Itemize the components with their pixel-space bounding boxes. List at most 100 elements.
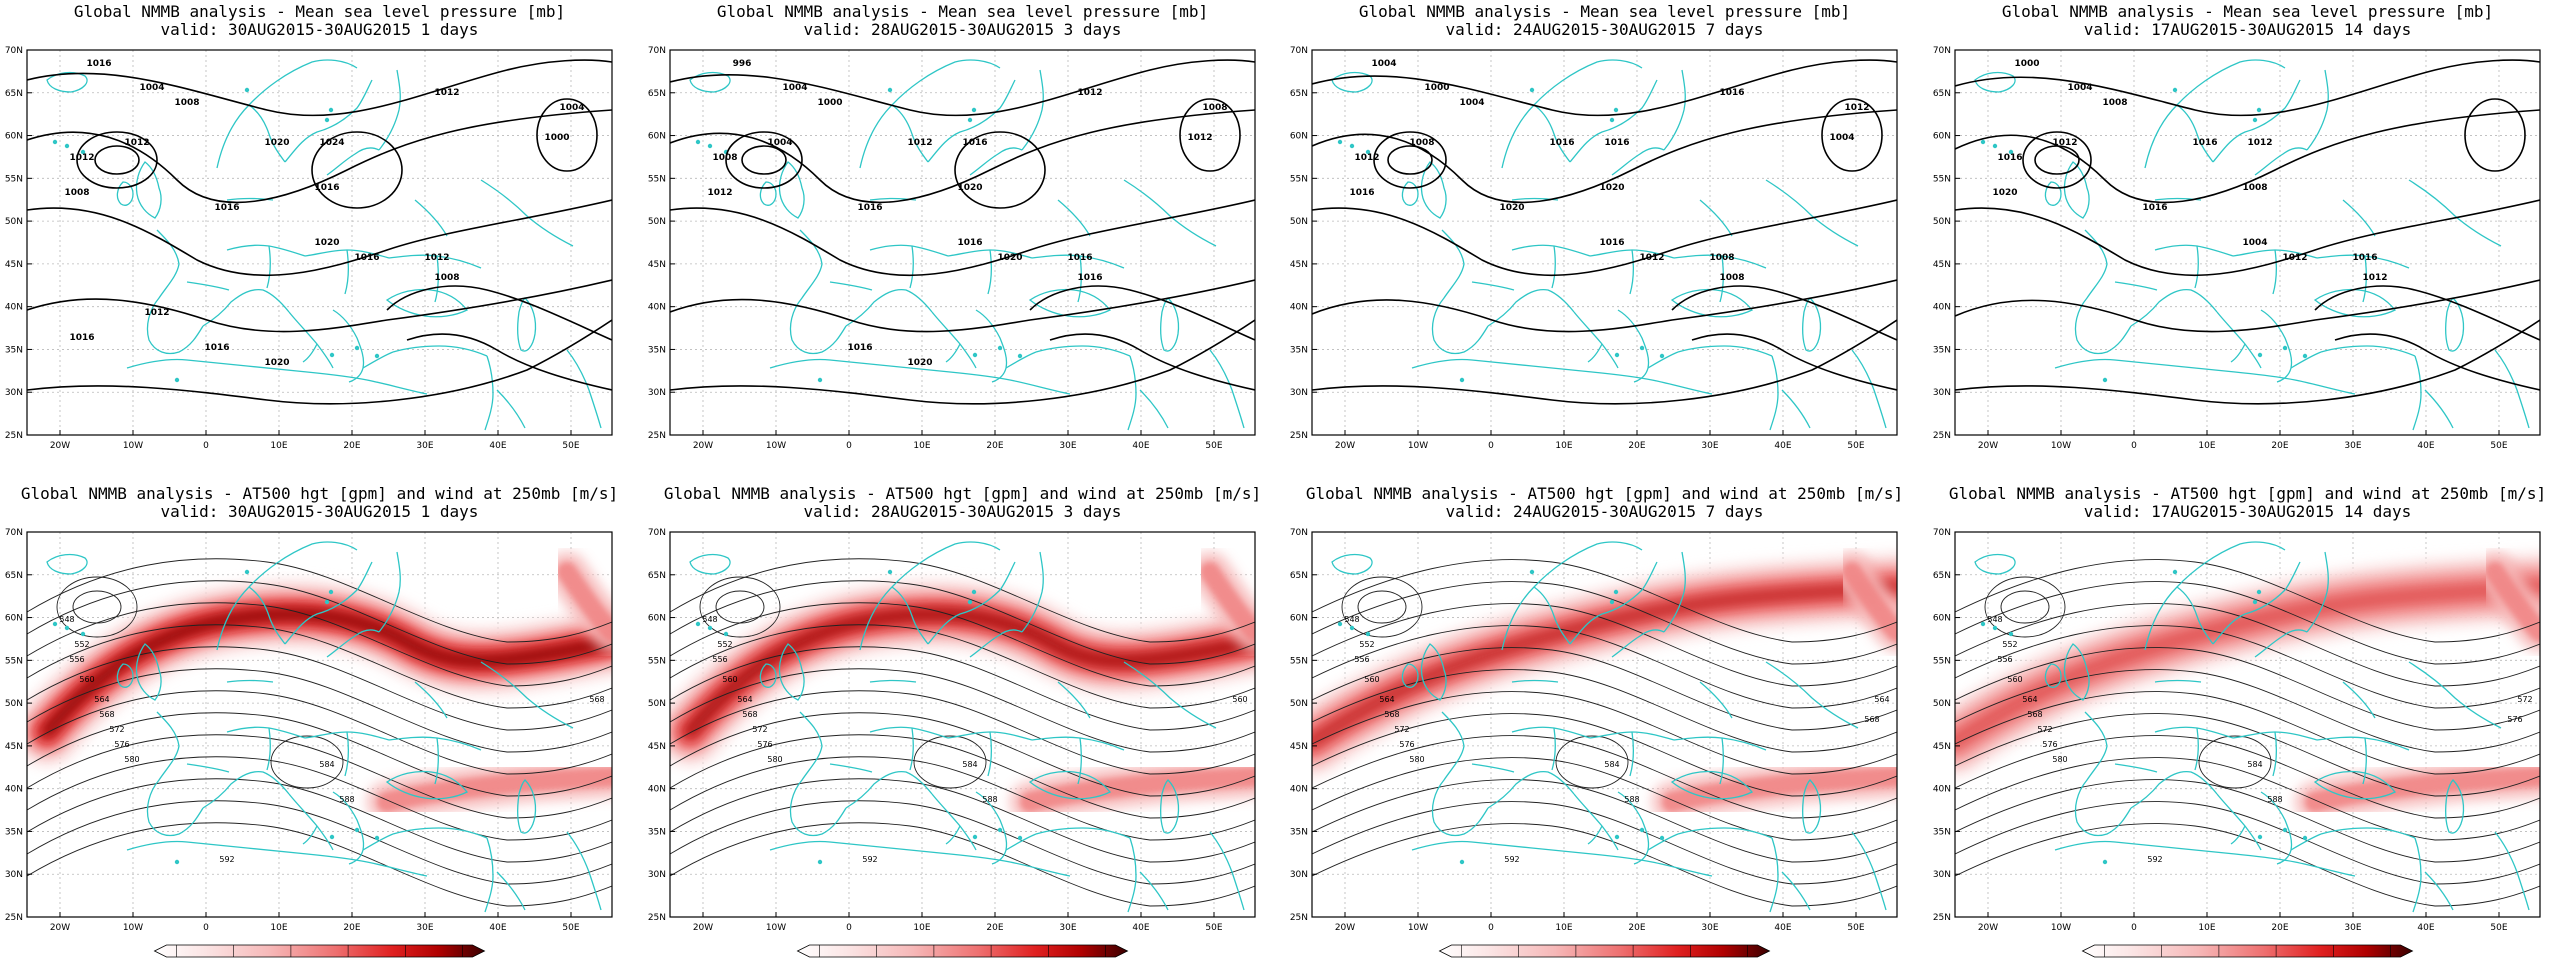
lat-tick-label: 45N: [1933, 742, 1951, 752]
lat-tick-label: 45N: [1933, 260, 1951, 270]
contour-label: 548: [59, 615, 74, 624]
lat-tick-label: 25N: [1290, 431, 1308, 441]
lat-tick-label: 60N: [1290, 614, 1308, 624]
contour-label: 1012: [1844, 103, 1869, 113]
lat-tick-label: 70N: [5, 528, 23, 538]
panel-subtitle: valid: 24AUG2015-30AUG2015 7 days: [1446, 502, 1764, 521]
contour-label: 592: [219, 855, 234, 864]
lon-tick-label: 0: [203, 441, 209, 451]
gridlines: [1312, 50, 1897, 435]
colorbar: 303540455060: [1438, 944, 1771, 958]
lat-tick-label: 35N: [648, 827, 666, 837]
lon-tick-label: 0: [846, 923, 852, 933]
contour-label: 1016: [69, 333, 94, 343]
panel-subtitle: valid: 24AUG2015-30AUG2015 7 days: [1446, 20, 1764, 39]
map-frame: [1311, 49, 1898, 436]
lat-tick-label: 60N: [1290, 132, 1308, 142]
low-center-contour: [1984, 576, 2066, 638]
contour-label: 1020: [997, 253, 1022, 263]
jet-stream-shading: [1955, 552, 2540, 822]
lat-tick-label: 30N: [648, 388, 666, 398]
lat-tick-label: 35N: [1290, 345, 1308, 355]
contour-label: 1008: [712, 153, 737, 163]
contour-label: 1016: [2192, 138, 2217, 148]
contour-label: 560: [722, 675, 737, 684]
isobars: [27, 59, 612, 405]
lon-tick-label: 30E: [416, 441, 433, 451]
low-contour: [1387, 145, 1433, 175]
lat-tick-label: 50N: [1933, 217, 1951, 227]
lat-tick-label: 30N: [5, 388, 23, 398]
lon-tick-label: 50E: [2490, 923, 2507, 933]
lat-tick-label: 65N: [1933, 89, 1951, 99]
contour: [2464, 98, 2526, 172]
panel-subtitle: valid: 17AUG2015-30AUG2015 14 days: [2084, 20, 2412, 39]
z500-jet-map-panel: Global NMMB analysis - AT500 hgt [gpm] a…: [1933, 484, 2546, 958]
lon-tick-label: 10W: [123, 441, 143, 451]
lat-tick-label: 60N: [648, 614, 666, 624]
contour-label: 1012: [144, 308, 169, 318]
lon-tick-label: 10W: [766, 441, 786, 451]
z500-jet-map-panel: Global NMMB analysis - AT500 hgt [gpm] a…: [648, 484, 1261, 958]
contour-label: 580: [767, 755, 782, 764]
lat-tick-label: 40N: [5, 785, 23, 795]
map-frame: [669, 531, 1256, 918]
lon-tick-label: 20W: [1978, 441, 1998, 451]
lat-tick-label: 70N: [1933, 46, 1951, 56]
contour-labels: 1000 1004 1008 1012 1016 1020 1016 1016 1012 1008…: [1992, 59, 2387, 283]
lon-tick-label: 20E: [1628, 923, 1645, 933]
mslp-map-panel: Global NMMB analysis - Mean sea level pr…: [1933, 2, 2541, 451]
contour-label: 1004: [2242, 238, 2267, 248]
contour-label: 572: [2517, 695, 2532, 704]
panel-title: Global NMMB analysis - Mean sea level pr…: [717, 2, 1208, 21]
coastlines: [689, 59, 1245, 431]
contour-label: 1000: [2014, 59, 2039, 69]
lat-tick-label: 35N: [5, 345, 23, 355]
contour-label: 1004: [1829, 133, 1854, 143]
lon-tick-label: 50E: [1205, 923, 1222, 933]
lon-tick-label: 10E: [1555, 923, 1572, 933]
contour-label: 576: [114, 740, 129, 749]
contour-label: 1004: [1459, 98, 1484, 108]
lat-tick-label: 70N: [1290, 46, 1308, 56]
panel-title: Global NMMB analysis - Mean sea level pr…: [2002, 2, 2493, 21]
low-contour: [76, 131, 158, 189]
lat-tick-label: 30N: [1290, 388, 1308, 398]
contour-label: 560: [79, 675, 94, 684]
contour-label: 556: [1997, 655, 2012, 664]
contour-label: 572: [109, 725, 124, 734]
lon-tick-label: 20W: [1335, 923, 1355, 933]
panel-subtitle: valid: 30AUG2015-30AUG2015 1 days: [161, 20, 479, 39]
lat-tick-label: 50N: [5, 217, 23, 227]
map-frame: [1954, 531, 2541, 918]
contour-label: 568: [2027, 710, 2042, 719]
contour-label: 1020: [1599, 183, 1624, 193]
contour-label: 1020: [264, 138, 289, 148]
lat-tick-label: 65N: [1933, 571, 1951, 581]
contour-label: 1020: [264, 358, 289, 368]
lat-tick-label: 45N: [5, 260, 23, 270]
lon-tick-label: 10W: [766, 923, 786, 933]
lon-tick-label: 0: [2131, 441, 2137, 451]
contour-label: 1016: [354, 253, 379, 263]
low-center-contour: [56, 576, 138, 638]
contour-label: 556: [712, 655, 727, 664]
lon-tick-label: 10E: [1555, 441, 1572, 451]
lat-tick-label: 25N: [648, 913, 666, 923]
lon-tick-label: 20E: [343, 923, 360, 933]
lat-tick-label: 25N: [5, 431, 23, 441]
lon-tick-label: 30E: [2344, 923, 2361, 933]
contour-labels: 548 552 556 560 564 568 572 576 580 584 588 592 572 5…: [1987, 615, 2532, 864]
lon-tick-label: 50E: [1847, 441, 1864, 451]
contour-label: 576: [1399, 740, 1414, 749]
contour-label: 1020: [314, 238, 339, 248]
lon-tick-label: 30E: [1059, 441, 1076, 451]
gridlines: [27, 50, 612, 435]
contour-label: 1020: [1992, 188, 2017, 198]
contour-label: 1016: [962, 138, 987, 148]
contour-label: 588: [2267, 795, 2282, 804]
lat-tick-label: 65N: [1290, 571, 1308, 581]
contour-labels: 996 1004 1000 1004 1008 1012 1016 1012 1016 1020 1…: [707, 59, 1227, 368]
lat-tick-label: 65N: [648, 571, 666, 581]
contour-label: 1016: [86, 59, 111, 69]
